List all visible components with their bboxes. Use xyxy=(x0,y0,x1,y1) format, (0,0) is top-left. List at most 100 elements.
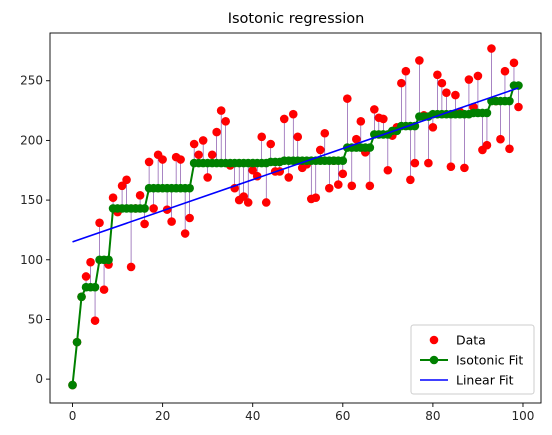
data-point xyxy=(288,109,298,119)
residual-lines xyxy=(85,48,519,321)
data-series xyxy=(68,44,523,390)
data-point xyxy=(343,94,352,103)
data-point xyxy=(500,66,510,76)
x-tick-label: 20 xyxy=(155,409,170,423)
data-point xyxy=(198,136,208,145)
data-point xyxy=(126,262,136,272)
data-point xyxy=(158,155,167,164)
data-point xyxy=(338,169,348,179)
isotonic-point xyxy=(505,96,514,106)
data-point xyxy=(320,128,330,138)
data-point xyxy=(108,193,118,203)
data-point xyxy=(266,139,276,149)
data-point xyxy=(90,316,100,325)
y-tick-label: 0 xyxy=(35,372,43,386)
x-tick-label: 0 xyxy=(69,409,77,423)
x-tick-label: 80 xyxy=(425,409,440,423)
data-point xyxy=(140,219,149,229)
data-point xyxy=(464,75,474,84)
data-point xyxy=(261,198,271,207)
data-point xyxy=(117,181,127,191)
legend: Data Isotonic Fit Linear Fit xyxy=(410,324,535,395)
data-point xyxy=(406,175,415,185)
data-point xyxy=(347,181,357,191)
plot-area xyxy=(68,44,523,390)
data-point xyxy=(482,140,492,150)
x-tick-label: 100 xyxy=(512,409,535,423)
data-point xyxy=(505,144,514,154)
data-point xyxy=(212,127,221,137)
data-point xyxy=(194,150,203,160)
axes: 0 20 40 60 80 100 0 50 100 150 200 250 xyxy=(20,32,542,423)
isotonic-point xyxy=(72,337,82,347)
data-point xyxy=(379,114,388,124)
data-point xyxy=(180,229,190,238)
data-point xyxy=(185,213,194,223)
chart-title: Isotonic regression xyxy=(228,11,365,27)
data-point xyxy=(370,105,379,114)
data-point xyxy=(442,88,451,97)
data-point xyxy=(203,173,212,182)
isotonic-point xyxy=(90,282,100,292)
data-point xyxy=(248,165,258,175)
data-point xyxy=(189,139,199,149)
y-tick-label: 50 xyxy=(28,312,43,326)
data-point xyxy=(135,191,145,200)
data-point xyxy=(446,162,456,171)
data-point xyxy=(428,122,438,132)
data-point xyxy=(167,217,176,226)
isotonic-point xyxy=(68,380,77,390)
data-point xyxy=(144,157,154,167)
data-point xyxy=(122,175,131,185)
isotonic-point xyxy=(185,183,194,193)
legend-box xyxy=(410,324,535,395)
isotonic-point xyxy=(140,204,149,213)
data-point xyxy=(397,78,406,88)
isotonic-point xyxy=(104,255,113,265)
legend-data-marker xyxy=(429,335,439,345)
isotonic-point xyxy=(482,108,492,118)
data-point xyxy=(95,218,104,228)
legend-isotonic-label: Isotonic Fit xyxy=(456,353,523,368)
isotonic-point xyxy=(514,81,523,90)
isotonic-point xyxy=(338,156,348,166)
y-tick-label: 250 xyxy=(20,74,43,88)
data-point xyxy=(496,134,505,144)
data-point xyxy=(176,155,185,164)
data-point xyxy=(311,193,321,203)
data-point xyxy=(352,134,361,144)
data-point xyxy=(437,78,447,88)
x-tick-label: 60 xyxy=(335,409,350,423)
data-point xyxy=(356,117,366,126)
data-point xyxy=(487,44,496,53)
plot-inner xyxy=(68,44,523,390)
data-point xyxy=(315,145,325,155)
data-point xyxy=(333,180,343,189)
data-point xyxy=(451,90,460,100)
data-point xyxy=(221,117,230,126)
data-point xyxy=(293,132,303,142)
data-point xyxy=(243,198,253,207)
isotonic-point xyxy=(77,292,86,302)
data-point xyxy=(473,71,483,81)
data-point xyxy=(99,285,109,294)
data-point xyxy=(383,165,393,175)
legend-linear-label: Linear Fit xyxy=(456,373,514,388)
data-point xyxy=(239,192,248,201)
linear-line xyxy=(72,87,519,243)
data-point xyxy=(284,173,294,182)
data-point xyxy=(509,58,519,68)
data-point xyxy=(279,114,289,124)
x-tick-label: 40 xyxy=(245,409,260,423)
data-point xyxy=(365,181,375,191)
data-point xyxy=(149,204,158,213)
data-point xyxy=(433,70,442,80)
y-tick-label: 100 xyxy=(20,253,43,267)
data-point xyxy=(415,56,424,65)
data-point xyxy=(424,158,433,168)
data-point xyxy=(257,132,267,142)
y-tick-label: 200 xyxy=(20,133,43,147)
data-point xyxy=(401,66,411,76)
axes-frame xyxy=(49,32,542,404)
